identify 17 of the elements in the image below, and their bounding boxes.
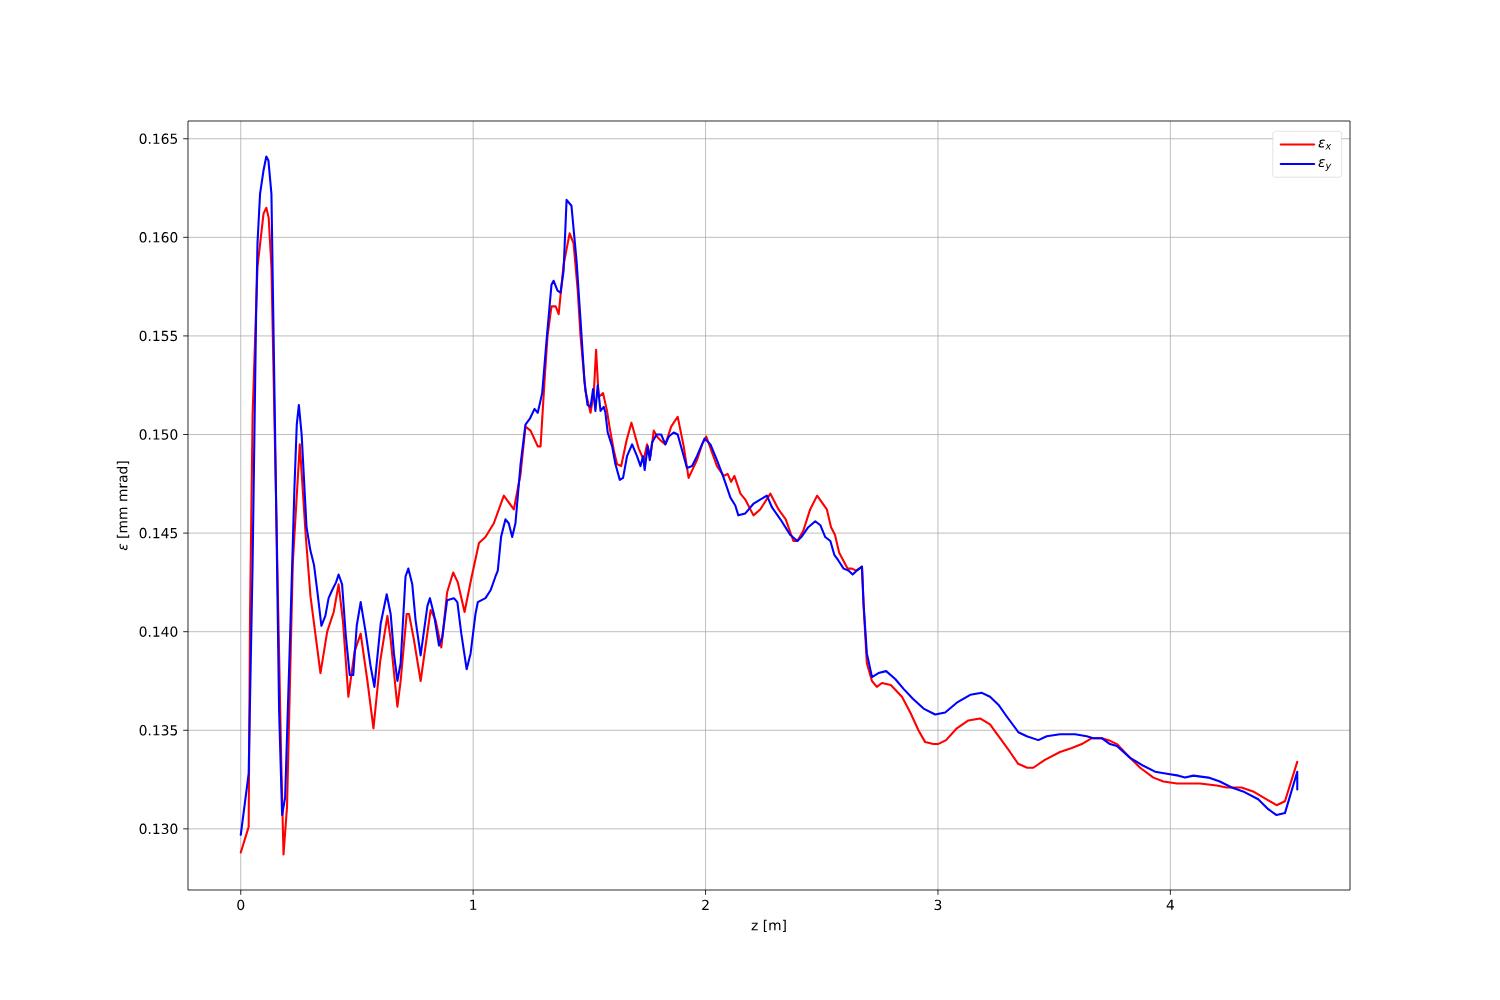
y-tick-label: 0.160 (139, 232, 178, 243)
x-tick-label: 1 (470, 899, 477, 910)
y-tick-label: 0.130 (139, 823, 178, 835)
legend-label: ε$_{y}$ (1318, 159, 1332, 171)
y-tick-label: 0.135 (139, 725, 178, 736)
y-tick-label: 0.155 (139, 330, 178, 342)
y-tick-label: 0.150 (139, 429, 178, 440)
x-tick-label: 0 (237, 899, 245, 911)
x-axis-title: z [m] (751, 919, 786, 933)
x-tick-label: 4 (1166, 899, 1174, 910)
y-tick-label: 0.145 (139, 527, 178, 539)
x-tick-label: 2 (702, 899, 709, 910)
y-axis-title: ε [mm mrad] (116, 461, 130, 551)
legend-label: ε$_{x}$ (1318, 139, 1332, 150)
y-tick-label: 0.140 (139, 626, 178, 637)
y-tick-label: 0.165 (139, 133, 178, 144)
x-tick-label: 3 (934, 899, 942, 911)
